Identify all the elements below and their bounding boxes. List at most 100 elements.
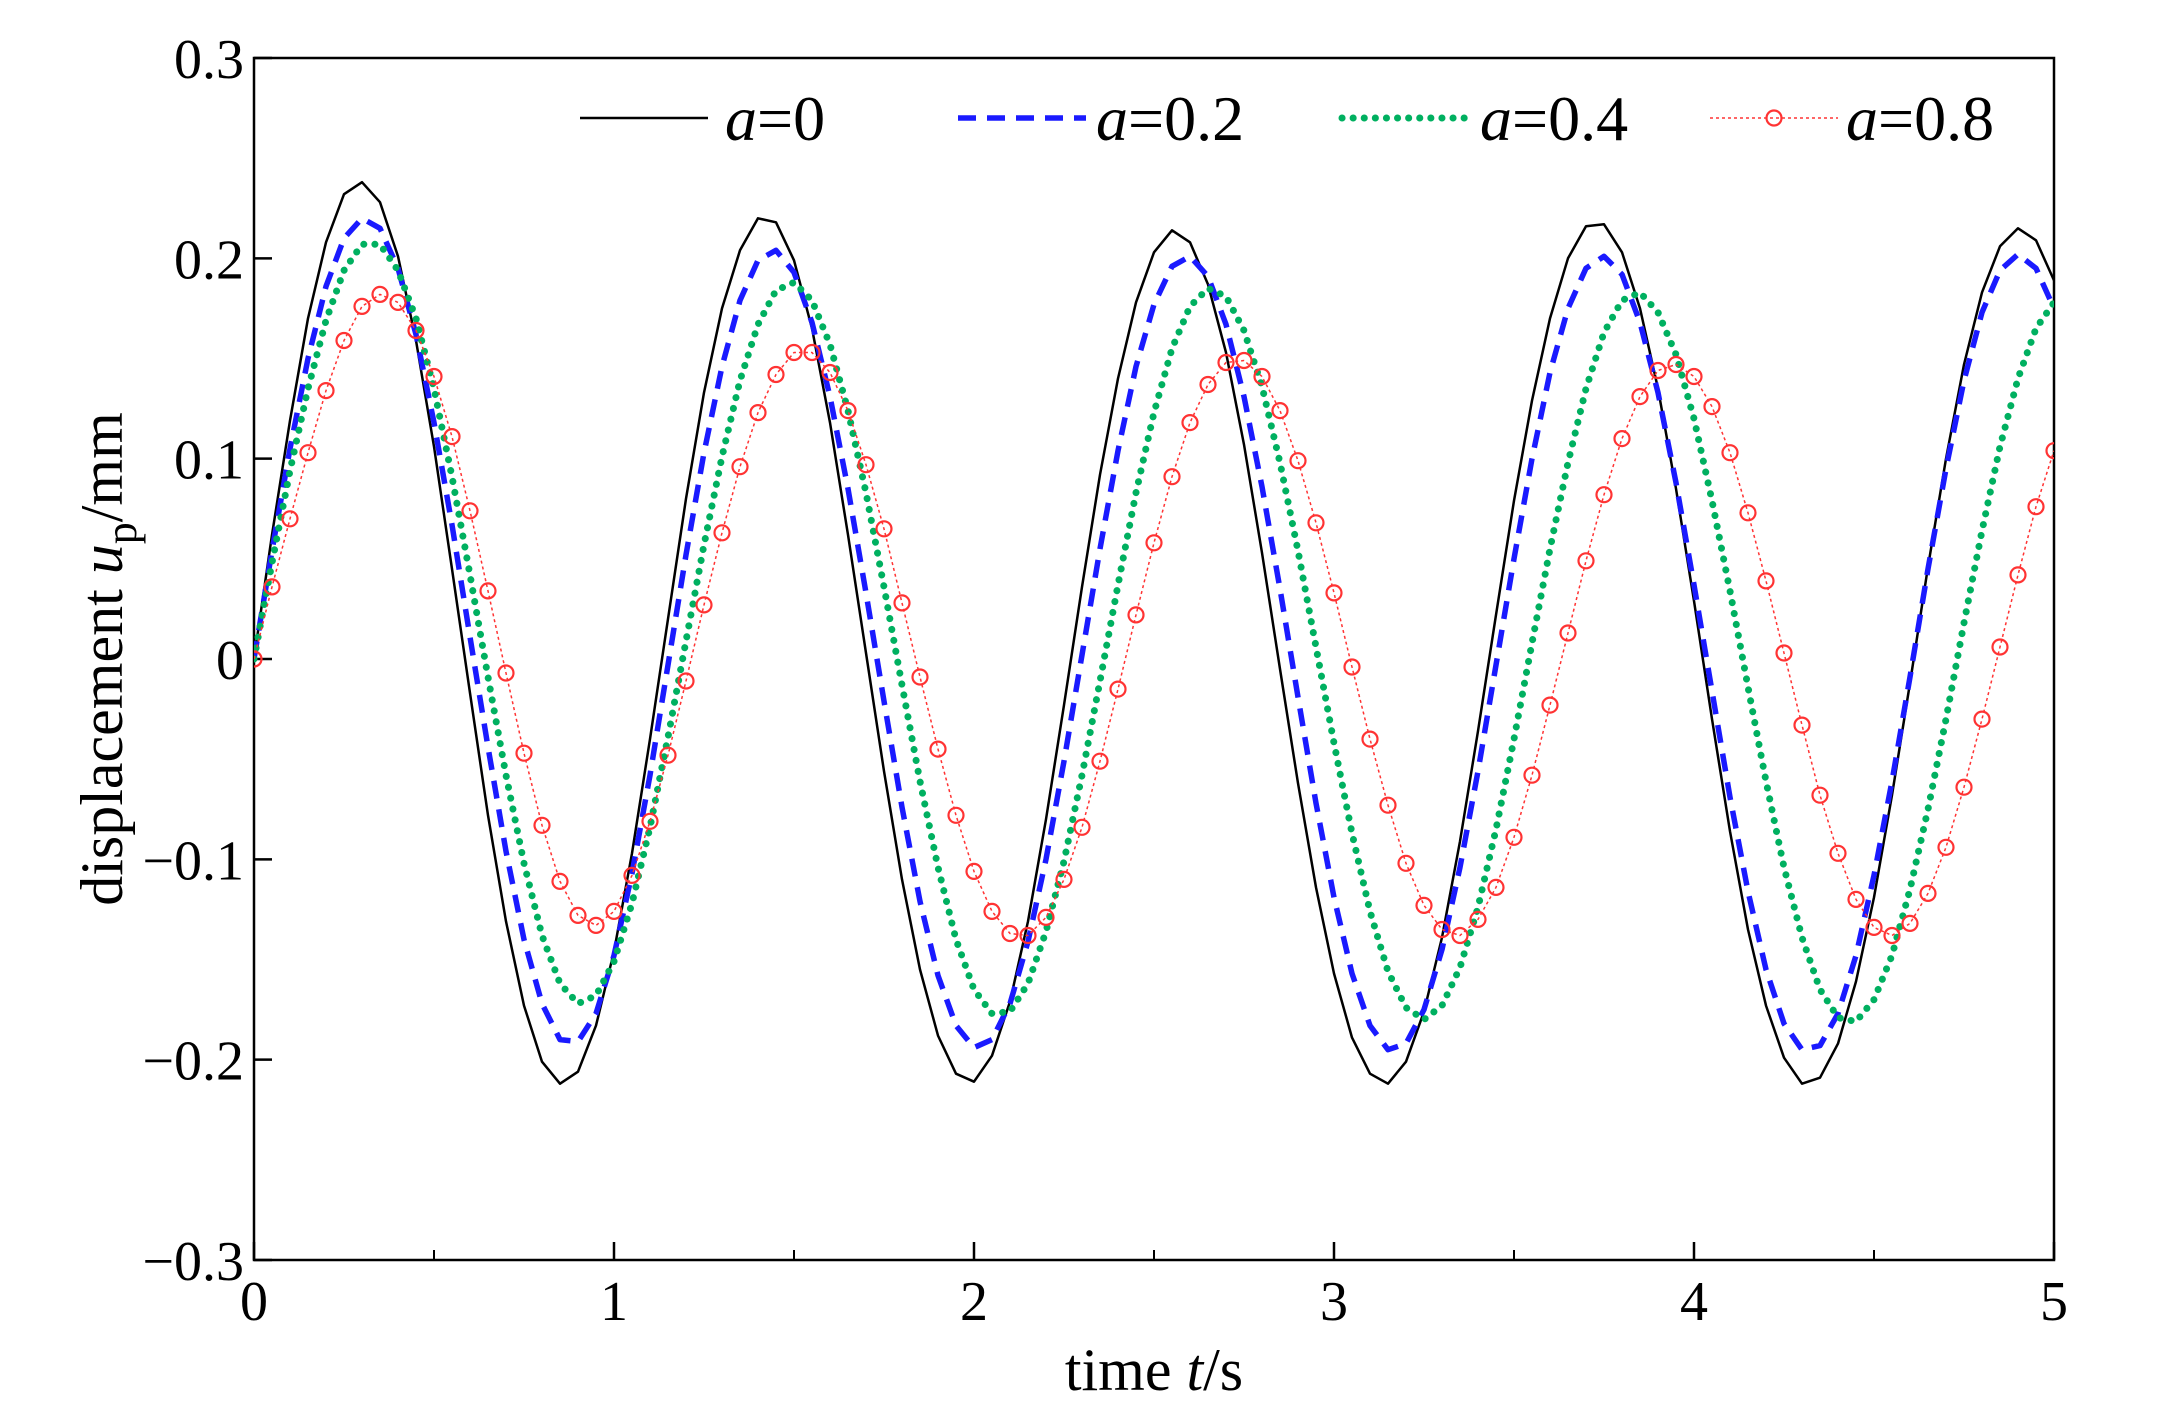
legend-item: a=0.2 <box>958 83 1244 154</box>
data-point <box>2045 442 2054 460</box>
data-point <box>1685 367 1703 386</box>
legend: a=0 a=0.2 a=0.4 a=0.8 <box>580 83 1994 154</box>
data-point <box>1199 375 1217 394</box>
data-point <box>893 594 911 612</box>
data-point <box>1973 710 1991 728</box>
data-point <box>335 331 353 350</box>
data-point <box>875 520 893 538</box>
y-tick-label: 0.2 <box>174 229 244 291</box>
data-point <box>659 746 677 764</box>
data-point <box>1001 924 1019 943</box>
data-point <box>1865 918 1883 937</box>
data-point <box>461 502 479 520</box>
data-point <box>605 902 623 921</box>
legend-item: a=0.4 <box>1338 83 1628 154</box>
data-point <box>1253 367 1271 386</box>
data-point <box>731 458 749 476</box>
x-tick-label: 1 <box>600 1271 628 1333</box>
data-point <box>1991 638 2009 656</box>
legend-label: a=0.4 <box>1480 83 1628 154</box>
data-point <box>1775 644 1793 662</box>
data-point <box>1181 414 1199 432</box>
data-point <box>1307 514 1325 532</box>
ticks <box>252 56 2056 1262</box>
data-point <box>1451 926 1469 945</box>
data-point <box>1649 361 1667 380</box>
data-point <box>1667 355 1685 374</box>
data-point <box>299 444 317 462</box>
data-point <box>371 285 389 303</box>
data-point <box>1919 884 1937 903</box>
data-point <box>317 382 335 400</box>
y-tick-label: −0.1 <box>142 830 244 892</box>
data-point <box>1325 584 1343 602</box>
data-point <box>677 672 695 690</box>
data-point <box>1829 844 1847 862</box>
series-line <box>254 240 2054 1026</box>
x-tick-label: 2 <box>960 1271 988 1333</box>
plot-frame <box>252 56 2056 1262</box>
data-point <box>533 816 551 834</box>
y-tick-label: 0 <box>216 630 244 692</box>
data-point <box>1145 534 1163 552</box>
data-point <box>1577 552 1595 570</box>
series-line <box>254 293 2054 937</box>
data-point <box>1289 452 1307 470</box>
data-point <box>2009 566 2027 584</box>
data-point <box>1109 680 1127 698</box>
data-point <box>857 456 875 474</box>
data-point <box>1757 572 1775 590</box>
data-point <box>407 321 425 340</box>
data-point <box>911 668 929 686</box>
data-point <box>425 367 443 386</box>
series-2 <box>254 215 2054 1053</box>
data-point <box>1703 398 1721 416</box>
x-axis-label: time t/s <box>1065 1337 1243 1403</box>
legend-item: a=0.8 <box>1710 83 1994 154</box>
legend-label: a=0 <box>725 83 825 154</box>
data-point <box>1883 926 1901 945</box>
data-point <box>2027 498 2045 516</box>
data-point <box>1505 828 1523 846</box>
data-point <box>1127 606 1145 624</box>
data-point <box>1415 896 1433 915</box>
data-point <box>1523 766 1541 784</box>
data-point <box>1055 870 1073 889</box>
data-point <box>569 906 587 925</box>
data-point <box>497 664 515 682</box>
data-point <box>929 740 947 758</box>
series-line <box>254 180 2054 1085</box>
data-point <box>1811 786 1829 804</box>
data-point <box>767 365 785 384</box>
x-tick-label: 5 <box>2040 1271 2068 1333</box>
data-point <box>1739 504 1757 522</box>
data-point <box>551 872 569 891</box>
data-point <box>1793 716 1811 734</box>
data-point <box>785 343 803 362</box>
data-point <box>1541 696 1559 714</box>
data-point <box>947 806 965 824</box>
data-point <box>1379 796 1397 814</box>
data-point <box>1433 920 1451 939</box>
data-point <box>1073 818 1091 836</box>
data-point <box>479 582 497 600</box>
x-tick-label: 4 <box>1680 1271 1708 1333</box>
legend-marker <box>1765 109 1783 127</box>
data-point <box>695 596 713 614</box>
data-point <box>443 428 461 446</box>
series-layer <box>254 180 2054 1085</box>
data-point <box>839 402 857 420</box>
data-point <box>821 363 839 382</box>
data-point <box>1613 430 1631 448</box>
series-1 <box>254 180 2054 1085</box>
data-point <box>1901 914 1919 933</box>
data-point <box>803 343 821 362</box>
x-tick-label: 3 <box>1320 1271 1348 1333</box>
data-point <box>749 404 767 422</box>
data-point <box>587 916 605 935</box>
data-point <box>1271 402 1289 420</box>
data-point <box>1469 910 1487 929</box>
data-point <box>623 866 641 885</box>
data-point <box>1631 388 1649 406</box>
